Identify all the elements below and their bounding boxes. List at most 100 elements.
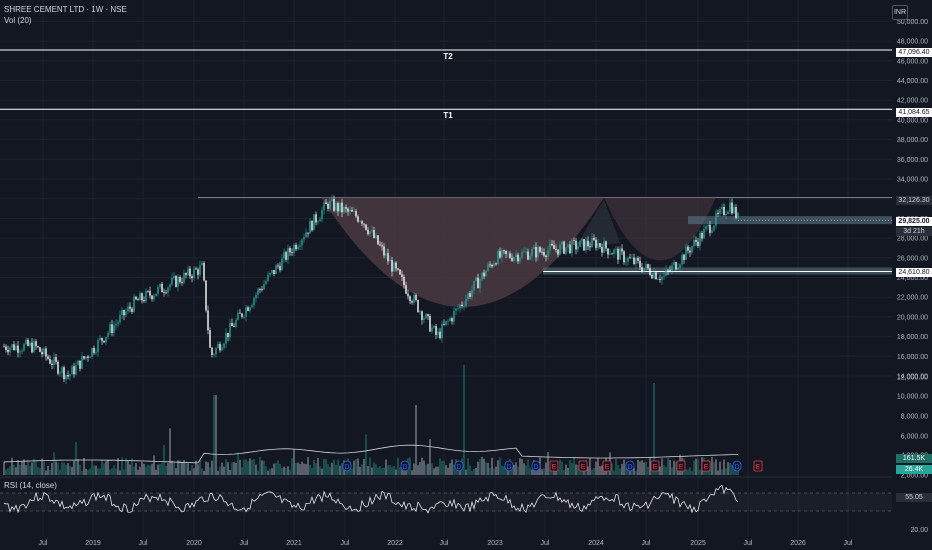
candle-body: [667, 270, 669, 271]
rim-price-tag: 32,126.30: [896, 196, 932, 205]
volume-bar: [37, 467, 39, 475]
t2-price-tag: 47,096.40: [896, 48, 932, 57]
volume-bar: [633, 467, 635, 475]
volume-bar: [625, 463, 627, 475]
volume-bar: [235, 462, 237, 475]
candle-body: [59, 372, 61, 374]
volume-bar: [287, 466, 289, 475]
price-tick-label: 14,000.00: [897, 374, 928, 381]
time-tick-label: 2024: [588, 540, 604, 547]
volume-bar: [277, 460, 279, 475]
volume-legend: Vol (20): [4, 16, 32, 25]
candle-body: [87, 356, 89, 358]
volume-bar: [619, 468, 621, 475]
volume-bar: [273, 463, 275, 475]
candle-body: [313, 214, 315, 231]
volume-bar: [671, 467, 673, 475]
volume-bar: [591, 469, 593, 475]
candle-body: [439, 331, 441, 339]
candle-body: [137, 299, 139, 301]
candle-body: [141, 293, 143, 301]
volume-bar: [205, 461, 207, 475]
volume-bar: [673, 460, 675, 475]
candle-body: [239, 312, 241, 314]
volume-bar: [289, 469, 291, 475]
candle-body: [351, 209, 353, 212]
candle-body: [207, 310, 209, 331]
candle-body: [107, 332, 109, 338]
candle-body: [281, 258, 283, 271]
volume-bar: [653, 383, 655, 475]
candle-body: [657, 279, 659, 280]
volume-bar: [531, 469, 533, 475]
candle-body: [323, 202, 325, 211]
candle-body: [189, 268, 191, 277]
volume-bar: [187, 463, 189, 475]
earnings-marker: [676, 460, 686, 472]
volume-bar: [139, 466, 141, 475]
volume-bar: [341, 463, 343, 475]
candle-body: [393, 262, 395, 272]
candle-body: [325, 202, 327, 204]
candle-body: [415, 295, 417, 301]
candle-body: [347, 208, 349, 212]
price-tick-label: 20,000.00: [897, 314, 928, 321]
price-tick-label: 18,000.00: [897, 334, 928, 341]
candle-body: [519, 257, 521, 262]
volume-bar: [239, 459, 241, 475]
volume-bar: [555, 469, 557, 475]
candle-body: [547, 250, 549, 258]
candle-body: [311, 221, 313, 231]
volume-bar: [629, 469, 631, 475]
candle-body: [133, 296, 135, 312]
candle-body: [127, 306, 129, 312]
volume-bar: [451, 459, 453, 475]
candle-body: [383, 246, 385, 256]
candle-body: [249, 307, 251, 311]
volume-bar: [135, 463, 137, 475]
candle-body: [335, 203, 337, 211]
volume-bar: [85, 468, 87, 475]
volume-bar: [687, 469, 689, 475]
candle-body: [705, 226, 707, 229]
volume-bar: [357, 458, 359, 475]
volume-bar: [17, 460, 19, 475]
volume-bar: [151, 463, 153, 475]
candle-body: [363, 223, 365, 225]
volume-bar: [449, 463, 451, 475]
volume-bar: [641, 460, 643, 475]
candle-body: [265, 281, 267, 285]
volume-bar: [77, 459, 79, 475]
earnings-marker: [753, 460, 763, 472]
time-tick-label: Jul: [844, 540, 853, 547]
candle-body: [405, 285, 407, 294]
currency-button[interactable]: INR: [892, 5, 908, 20]
candle-body: [567, 244, 569, 248]
dividend-marker-label: D: [533, 464, 538, 471]
candle-body: [489, 264, 491, 266]
candle-body: [219, 344, 221, 351]
candle-body: [445, 321, 447, 325]
volume-bar: [713, 462, 715, 475]
candle-body: [71, 366, 73, 375]
volume-bar: [651, 469, 653, 475]
candle-body: [19, 351, 21, 353]
candle-body: [243, 316, 245, 318]
dividend-marker: [531, 460, 541, 472]
candle-body: [287, 248, 289, 260]
candle-body: [531, 249, 533, 257]
candle-body: [719, 209, 721, 214]
volume-bar: [83, 457, 85, 475]
volume-bar: [567, 467, 569, 475]
volume-bar: [171, 460, 173, 475]
candle-body: [729, 202, 731, 212]
candle-body: [401, 274, 403, 277]
candle-body: [613, 249, 615, 254]
volume-bar: [59, 469, 61, 475]
volume-bar: [185, 462, 187, 475]
volume-bar: [721, 469, 723, 475]
candle-body: [565, 247, 567, 254]
volume-bar: [685, 469, 687, 475]
candle-body: [647, 264, 649, 269]
